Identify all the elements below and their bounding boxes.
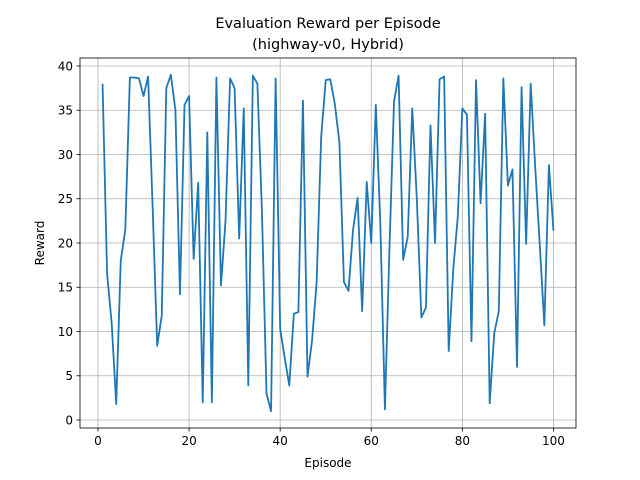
x-tick-label: 60	[364, 434, 379, 448]
x-axis: 0 20 40 60 80 100	[94, 428, 565, 448]
y-tick-label: 10	[58, 325, 73, 339]
y-tick-label: 15	[58, 281, 73, 295]
y-tick-label: 0	[65, 413, 73, 427]
x-tick-label: 20	[181, 434, 196, 448]
y-axis-label: Reward	[33, 221, 47, 266]
chart-title-line2: (highway-v0, Hybrid)	[252, 37, 404, 53]
reward-line	[101, 73, 555, 413]
chart-title-line1: Evaluation Reward per Episode	[215, 16, 440, 32]
plot-area	[101, 73, 555, 413]
x-tick-label: 100	[542, 434, 565, 448]
x-tick-label: 0	[94, 434, 102, 448]
y-tick-label: 25	[58, 192, 73, 206]
x-tick-label: 40	[273, 434, 288, 448]
y-tick-label: 20	[58, 236, 73, 250]
x-axis-label: Episode	[304, 456, 351, 470]
y-tick-label: 40	[58, 59, 73, 73]
y-tick-label: 5	[65, 369, 73, 383]
y-tick-label: 30	[58, 148, 73, 162]
y-axis: 0 5 10 15 20 25 30 35 40	[58, 59, 80, 427]
x-tick-label: 80	[455, 434, 470, 448]
y-tick-label: 35	[58, 104, 73, 118]
